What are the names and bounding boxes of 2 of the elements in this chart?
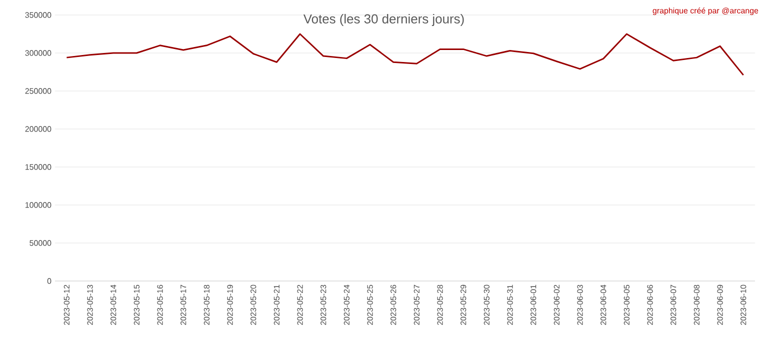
chart-title: Votes (les 30 derniers jours) bbox=[303, 14, 464, 26]
line-series bbox=[66, 33, 744, 76]
